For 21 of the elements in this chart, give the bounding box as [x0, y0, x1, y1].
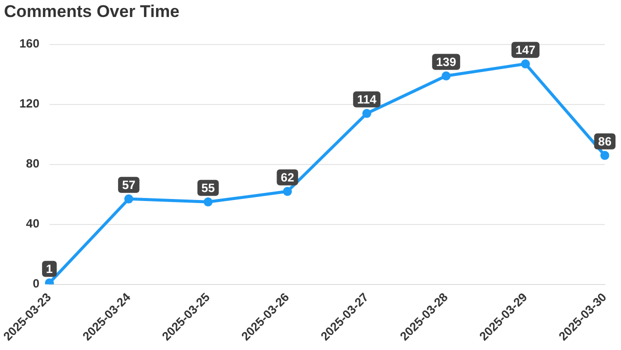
- data-label: 114: [357, 92, 377, 107]
- y-tick-label: 120: [19, 96, 40, 111]
- point: [282, 186, 292, 196]
- chart-title: Comments Over Time: [4, 2, 180, 21]
- y-tick-label: 0: [32, 276, 40, 291]
- data-label: 57: [122, 178, 136, 192]
- point: [362, 108, 372, 118]
- point: [442, 71, 451, 80]
- data-label: 139: [436, 55, 456, 70]
- y-tick-label: 80: [26, 156, 40, 171]
- y-tick-label: 160: [19, 36, 40, 51]
- point: [600, 150, 610, 160]
- data-label: 86: [598, 134, 612, 149]
- data-label: 1: [46, 262, 54, 276]
- data-label: 55: [201, 181, 216, 196]
- y-tick-label: 40: [26, 216, 40, 231]
- point: [124, 194, 134, 204]
- point: [204, 197, 213, 206]
- point: [520, 59, 530, 68]
- data-label: 62: [280, 170, 294, 185]
- data-label: 147: [515, 43, 536, 58]
